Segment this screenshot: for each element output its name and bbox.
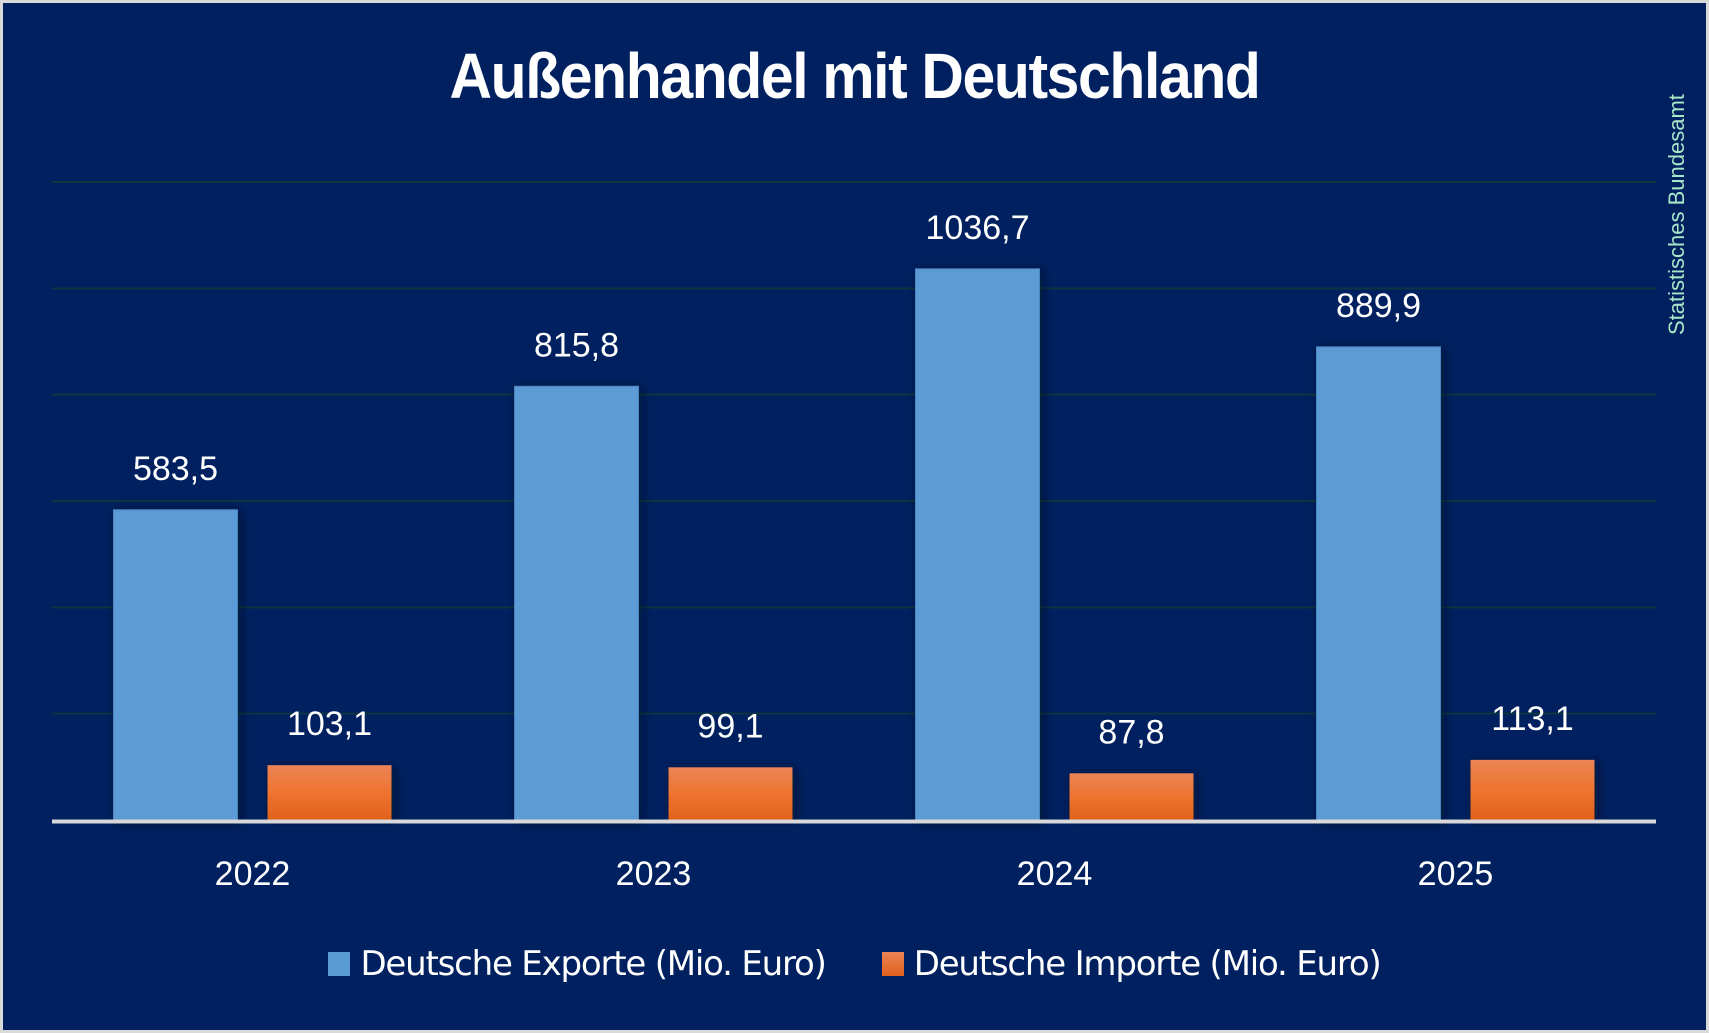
x-tick-label-2022: 2022 <box>215 855 291 893</box>
bar-export-2023[interactable] <box>514 385 639 821</box>
data-label-export-2025: 889,9 <box>1336 287 1421 325</box>
data-labels: 583,5 103,1 815,8 99,1 1036,7 87,8 889,9 113,1 <box>133 209 1574 751</box>
x-tick-label-2024: 2024 <box>1017 855 1093 893</box>
data-label-import-2025: 113,1 <box>1491 700 1574 738</box>
x-tick-label-2025: 2025 <box>1418 855 1494 893</box>
bar-export-2022[interactable] <box>113 509 238 821</box>
legend-label-exports: Deutsche Exporte (Mio. Euro) <box>360 944 826 984</box>
legend-label-imports: Deutsche Importe (Mio. Euro) <box>913 944 1382 984</box>
data-label-import-2022: 103,1 <box>287 705 372 743</box>
data-label-export-2023: 815,8 <box>534 326 619 364</box>
x-tick-label-2023: 2023 <box>616 855 692 893</box>
bar-import-2025[interactable] <box>1470 759 1595 820</box>
bar-import-2024[interactable] <box>1069 773 1194 820</box>
bar-export-2024[interactable] <box>915 268 1040 821</box>
data-label-import-2023: 99,1 <box>697 707 763 745</box>
data-label-export-2022: 583,5 <box>133 450 218 488</box>
legend-swatch-exports <box>328 952 351 976</box>
legend-item-imports[interactable]: Deutsche Importe (Mio. Euro) <box>881 944 1382 984</box>
bar-import-2022[interactable] <box>267 765 392 820</box>
chart-title: Außenhandel mit Deutschland <box>449 40 1260 112</box>
x-axis-tick-labels: 2022 2023 2024 2025 <box>215 855 1494 893</box>
legend-item-exports[interactable]: Deutsche Exporte (Mio. Euro) <box>328 944 827 984</box>
data-label-export-2024: 1036,7 <box>926 209 1030 247</box>
bar-export-2025[interactable] <box>1316 346 1441 821</box>
legend: Deutsche Exporte (Mio. Euro) Deutsche Im… <box>0 944 1709 984</box>
legend-swatch-imports <box>881 952 904 976</box>
bars <box>113 268 1595 821</box>
bar-import-2023[interactable] <box>668 767 793 820</box>
data-label-import-2024: 87,8 <box>1098 713 1164 751</box>
